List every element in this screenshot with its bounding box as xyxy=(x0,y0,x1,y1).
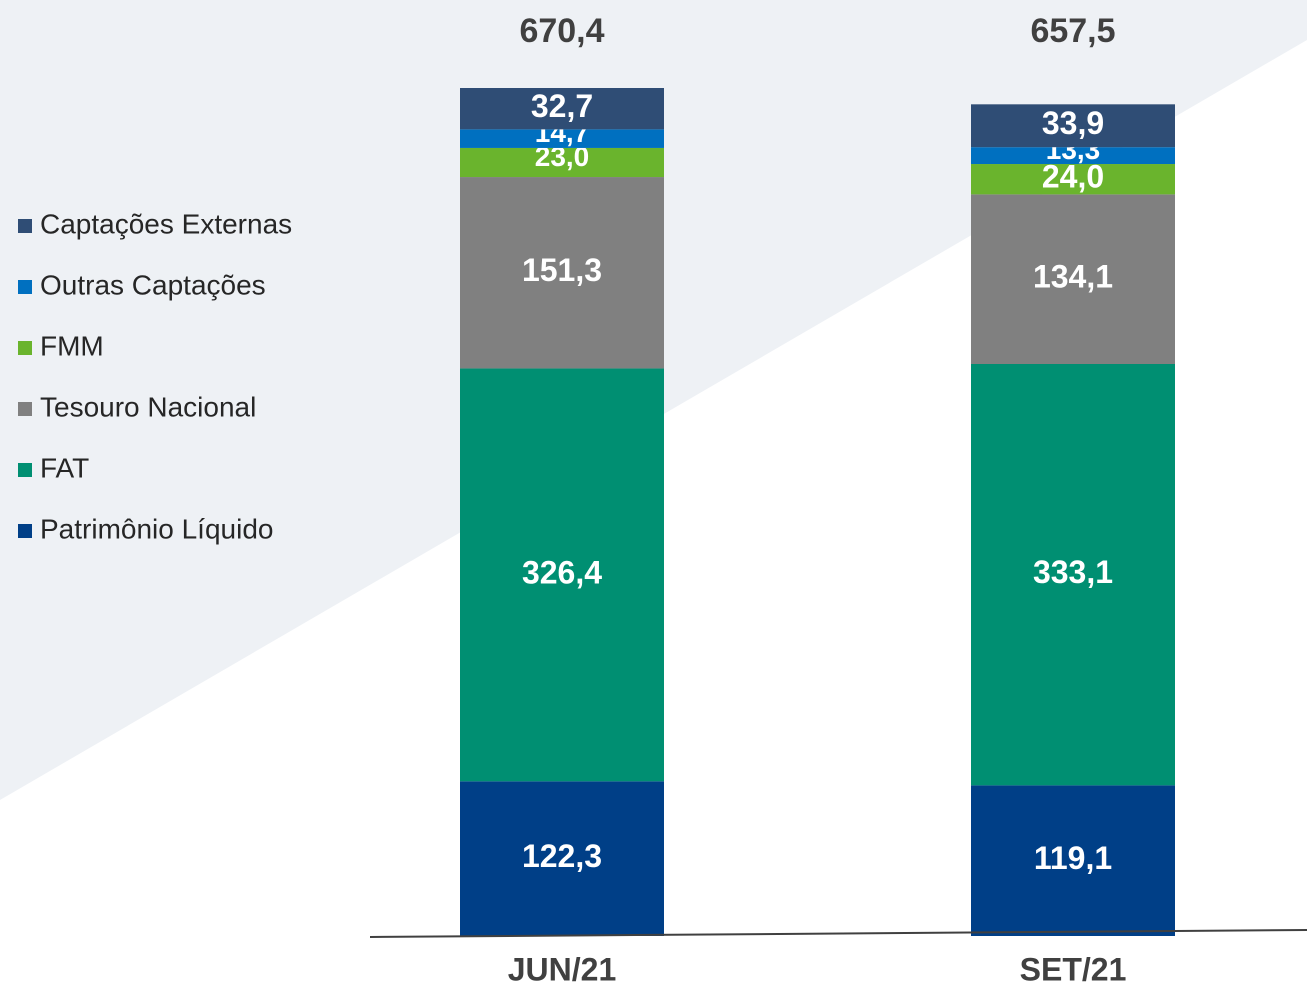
bar-segment xyxy=(460,781,664,936)
bar-segment xyxy=(971,104,1175,148)
legend-label: Captações Externas xyxy=(40,208,292,239)
legend-swatch xyxy=(18,219,32,233)
bar-segment xyxy=(460,177,664,369)
legend-swatch xyxy=(18,280,32,294)
legend-label: Outras Captações xyxy=(40,269,266,300)
value-label: 326,4 xyxy=(522,554,602,590)
x-tick-label: SET/21 xyxy=(1020,951,1127,987)
x-tick-label: JUN/21 xyxy=(508,951,617,987)
legend-swatch xyxy=(18,463,32,477)
bar-segment xyxy=(971,364,1175,786)
baseline xyxy=(369,929,1307,938)
total-label: 657,5 xyxy=(1030,12,1115,50)
legend-swatch xyxy=(18,402,32,416)
bar-segment xyxy=(460,147,664,178)
bar-segment xyxy=(971,147,1175,165)
legend-label: Patrimônio Líquido xyxy=(40,513,273,544)
bar-segment xyxy=(460,129,664,148)
value-label: 122,3 xyxy=(522,838,602,874)
bar-segment xyxy=(971,194,1175,365)
value-label: 32,7 xyxy=(531,88,593,124)
bar-segment xyxy=(460,88,664,130)
value-label: 151,3 xyxy=(522,252,602,288)
total-label: 670,4 xyxy=(519,12,604,50)
value-label: 33,9 xyxy=(1042,105,1104,141)
bar-segment xyxy=(460,368,664,782)
legend-swatch xyxy=(18,341,32,355)
bar-segment xyxy=(971,164,1175,195)
value-label: 119,1 xyxy=(1034,840,1112,876)
value-label: 24,0 xyxy=(1042,159,1104,195)
legend-label: FMM xyxy=(40,330,104,361)
legend-label: Tesouro Nacional xyxy=(40,391,256,422)
value-label: 333,1 xyxy=(1033,554,1113,590)
legend-label: FAT xyxy=(40,452,89,483)
bar-segment xyxy=(971,785,1175,936)
value-label: 134,1 xyxy=(1033,259,1113,295)
legend-swatch xyxy=(18,524,32,538)
